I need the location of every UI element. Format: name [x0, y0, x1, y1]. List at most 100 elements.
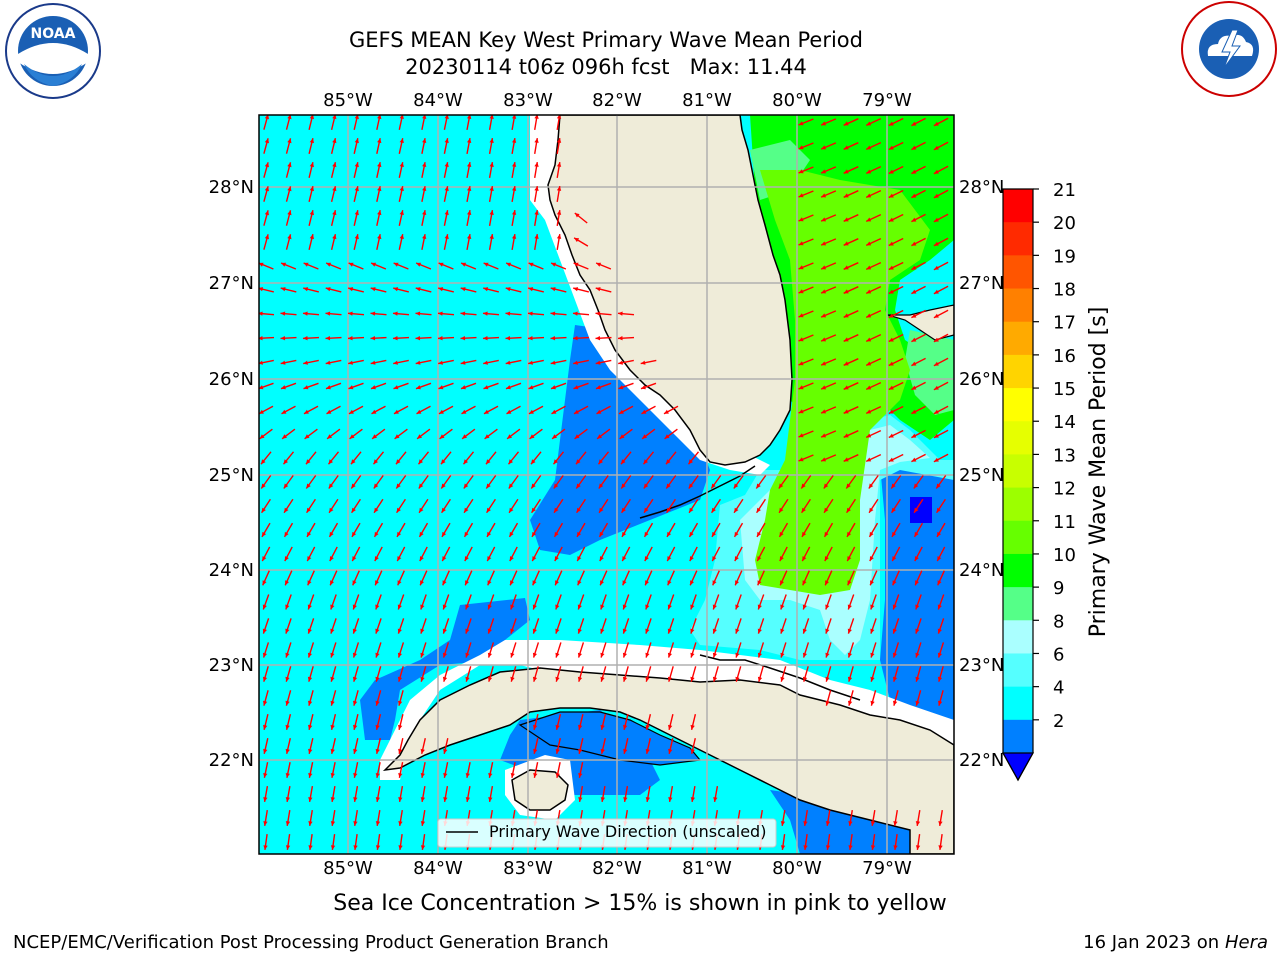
wave-arrow — [487, 666, 494, 682]
wave-arrow — [534, 185, 539, 203]
wave-arrow — [666, 498, 676, 514]
wave-arrow — [392, 336, 410, 341]
wave-arrow — [330, 186, 337, 202]
wave-arrow — [373, 498, 384, 514]
wave-arrow — [688, 522, 699, 538]
wave-arrow — [308, 809, 313, 827]
wave-arrow — [443, 210, 449, 226]
colorbar-tick-label: 14 — [1053, 412, 1076, 433]
lat-label-left: 25°N — [209, 465, 254, 486]
wave-arrow — [285, 234, 292, 250]
wave-arrow — [466, 209, 472, 227]
wave-arrow — [528, 287, 544, 293]
wave-arrow — [599, 570, 608, 586]
wave-arrow — [506, 428, 521, 440]
wave-arrow — [353, 115, 359, 130]
wave-arrow — [352, 570, 360, 586]
lon-label-bottom: 80°W — [772, 858, 822, 879]
wave-arrow — [843, 454, 859, 462]
wave-arrow — [621, 498, 631, 514]
wave-arrow — [755, 475, 767, 489]
wave-arrow — [350, 475, 362, 489]
wave-arrow — [892, 642, 900, 658]
footer-host: Hera — [1224, 932, 1268, 953]
wave-arrow — [353, 210, 359, 226]
wave-arrow — [643, 475, 654, 489]
wave-arrow — [645, 738, 651, 754]
wave-arrow — [285, 210, 292, 226]
wave-arrow — [418, 522, 429, 538]
wave-arrow — [911, 261, 926, 271]
wave-arrow — [600, 618, 607, 634]
wave-arrow — [623, 785, 629, 803]
wave-arrow — [713, 785, 719, 803]
wave-arrow — [798, 310, 814, 318]
wave-arrow — [528, 359, 544, 365]
wave-arrow — [712, 594, 720, 610]
title-line-1: GEFS MEAN Key West Primary Wave Mean Per… — [349, 28, 863, 52]
wave-arrow — [572, 336, 590, 341]
wave-arrow — [397, 570, 405, 586]
wave-arrow — [848, 834, 853, 850]
wave-arrow — [330, 809, 336, 827]
graticule — [259, 115, 954, 854]
wave-arrow — [911, 429, 926, 439]
wave-arrow — [442, 642, 450, 658]
wave-arrow — [623, 738, 629, 754]
wave-arrow — [914, 546, 923, 562]
wave-arrow — [353, 834, 358, 850]
wave-arrow — [933, 117, 949, 127]
wave-arrow — [375, 809, 381, 827]
wave-arrow — [779, 546, 788, 562]
wave-arrow — [868, 475, 879, 489]
wave-arrow — [733, 498, 744, 514]
wave-arrow — [550, 359, 567, 365]
wave-arrow — [371, 428, 386, 440]
wave-arrow — [553, 475, 564, 489]
wave-arrow — [376, 210, 382, 226]
wave-arrow — [798, 118, 814, 126]
wave-arrow — [870, 666, 877, 682]
wave-arrow — [393, 382, 409, 390]
wave-arrow — [865, 309, 882, 319]
wave-arrow — [938, 809, 943, 827]
wave-arrow — [397, 642, 405, 658]
wave-arrow — [645, 714, 652, 730]
wave-arrow — [303, 262, 319, 270]
colorbar-segment — [1003, 587, 1033, 621]
wave-arrow — [937, 594, 945, 610]
wave-arrow — [667, 570, 675, 586]
wave-arrow — [888, 357, 904, 367]
wave-arrow — [825, 809, 831, 827]
wave-arrow — [820, 310, 837, 318]
wave-arrow — [668, 738, 674, 754]
wave-arrow — [511, 233, 517, 251]
wave-arrow — [307, 570, 315, 586]
wave-arrow — [280, 336, 297, 341]
wave-arrow — [330, 162, 337, 178]
wave-arrow — [262, 618, 270, 634]
wave-arrow — [281, 428, 296, 440]
wave-arrow — [888, 381, 904, 391]
wave-arrow — [888, 237, 904, 247]
wave-arrow — [888, 285, 904, 295]
wave-arrow — [284, 546, 293, 562]
wave-arrow — [302, 336, 320, 341]
wave-arrow — [617, 336, 635, 341]
wave-arrow — [690, 714, 697, 730]
wave-arrow — [573, 359, 589, 365]
wave-arrow — [351, 546, 361, 562]
wave-arrow — [595, 359, 612, 365]
wave-arrow — [891, 522, 901, 538]
wave-arrow — [375, 666, 382, 682]
wave-arrow — [420, 666, 427, 682]
wave-arrow — [801, 546, 811, 562]
wave-arrow — [349, 428, 363, 440]
coastal-mask — [380, 640, 954, 780]
wave-arrow — [419, 570, 428, 586]
wave-arrow — [505, 336, 522, 341]
wave-arrow — [870, 809, 876, 827]
wave-arrow — [421, 162, 427, 178]
wave-arrow — [690, 594, 697, 610]
colorbar-segment — [1003, 222, 1033, 256]
